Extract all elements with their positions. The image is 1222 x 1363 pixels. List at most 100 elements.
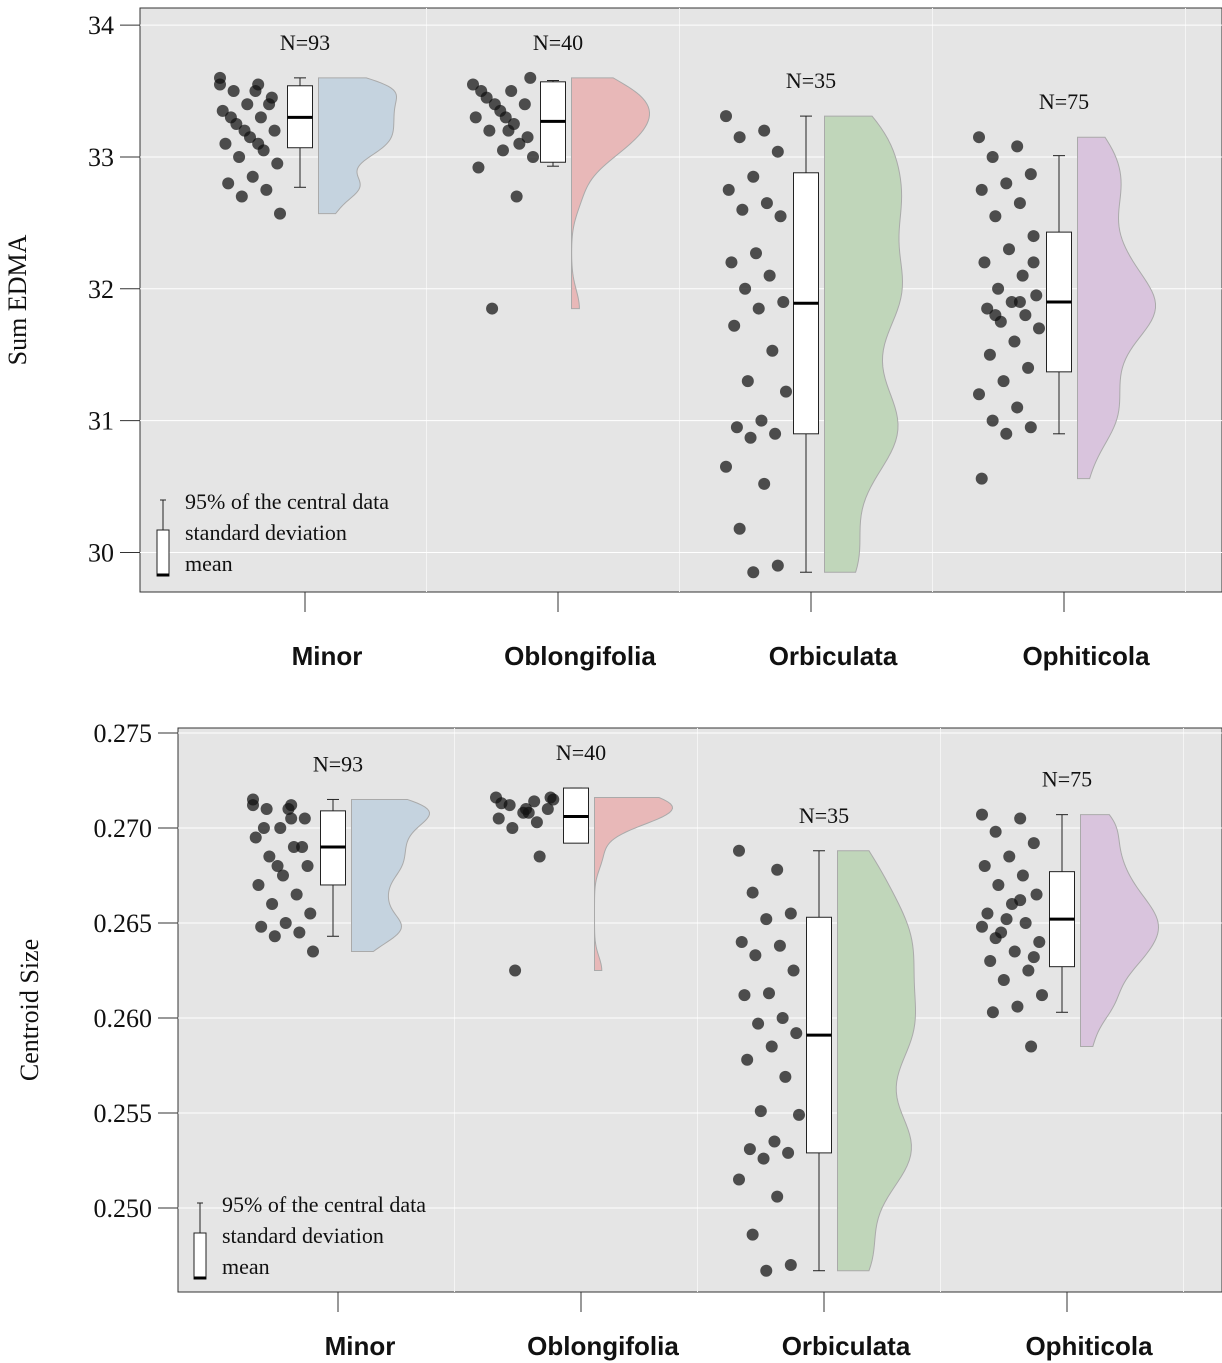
n-label: N=93	[313, 751, 363, 776]
legend-label: mean	[185, 551, 233, 576]
y-axis-label: Sum EDMA	[3, 234, 32, 365]
data-point	[771, 863, 784, 876]
data-point	[263, 98, 276, 111]
data-point	[1022, 361, 1035, 374]
data-point	[505, 85, 518, 98]
density	[594, 797, 674, 971]
data-point	[524, 71, 537, 84]
data-point	[736, 203, 749, 216]
data-point	[776, 1011, 789, 1024]
data-point	[241, 98, 254, 111]
data-point	[224, 111, 237, 124]
data-point	[782, 1146, 795, 1159]
data-point	[787, 964, 800, 977]
data-point	[741, 375, 754, 388]
data-point	[521, 131, 534, 144]
data-point	[238, 124, 251, 137]
data-point	[469, 111, 482, 124]
data-point	[771, 1190, 784, 1203]
data-point	[1027, 230, 1040, 243]
data-point	[266, 897, 279, 910]
data-point	[730, 421, 743, 434]
data-point	[739, 282, 752, 295]
data-point	[486, 302, 499, 315]
data-point	[1033, 322, 1045, 335]
data-point	[233, 150, 246, 163]
data-point	[290, 888, 303, 901]
x-tick-label: Minor	[292, 641, 363, 671]
data-point	[1019, 916, 1032, 929]
data-point	[733, 522, 746, 535]
x-tick-label: Orbiculata	[782, 1331, 911, 1361]
data-point	[467, 78, 479, 91]
data-point	[978, 859, 991, 872]
data-point	[1003, 243, 1015, 256]
data-point	[747, 566, 760, 579]
data-point	[279, 916, 292, 929]
data-point	[997, 973, 1010, 986]
data-point	[222, 177, 235, 190]
density	[837, 850, 917, 1272]
data-point	[760, 1264, 773, 1277]
y-tick-label: 0.270	[94, 814, 153, 843]
data-point	[260, 802, 273, 815]
data-point	[254, 111, 267, 124]
data-point	[725, 256, 738, 269]
data-point	[784, 907, 797, 920]
x-tick-label: Ophiticola	[1022, 641, 1150, 671]
data-point	[992, 878, 1005, 891]
legend-label: 95% of the central data	[185, 489, 389, 514]
data-point	[746, 1228, 759, 1241]
data-point	[296, 840, 309, 853]
data-point	[984, 954, 997, 967]
data-point	[277, 869, 289, 882]
data-point	[1013, 295, 1026, 308]
data-point	[790, 1027, 803, 1040]
data-point	[771, 145, 784, 158]
data-point	[246, 170, 259, 183]
data-point	[1014, 894, 1027, 907]
data-point	[735, 935, 748, 948]
density	[571, 77, 651, 310]
data-point	[754, 1105, 767, 1118]
data-point	[509, 964, 522, 977]
data-point	[1030, 888, 1043, 901]
data-point	[1024, 168, 1037, 181]
data-point	[1011, 140, 1024, 153]
data-point	[975, 472, 988, 485]
data-point	[475, 85, 488, 98]
data-point	[793, 1108, 805, 1121]
density	[1080, 814, 1160, 1047]
data-point	[989, 825, 1002, 838]
data-point	[216, 104, 229, 117]
data-point	[763, 987, 775, 1000]
legend-label: standard deviation	[185, 520, 347, 545]
data-point	[1016, 869, 1029, 882]
y-tick-label: 33	[88, 143, 114, 172]
legend-label: mean	[222, 1254, 270, 1279]
data-point	[986, 150, 999, 163]
y-tick-label: 0.260	[94, 1004, 153, 1033]
data-point	[547, 793, 560, 806]
data-point	[1000, 427, 1013, 440]
data-point	[976, 808, 988, 821]
data-point	[1014, 812, 1027, 825]
data-point	[527, 150, 539, 163]
y-axis-label: Centroid Size	[15, 939, 44, 1081]
data-point	[1000, 177, 1013, 190]
y-tick-label: 30	[88, 538, 114, 567]
data-point	[488, 98, 501, 111]
data-point	[989, 210, 1002, 223]
data-point	[746, 886, 759, 899]
data-point	[743, 1143, 756, 1156]
data-point	[733, 1173, 745, 1186]
data-point	[1027, 837, 1040, 850]
data-point	[483, 124, 496, 137]
density	[824, 115, 904, 573]
data-point	[268, 124, 281, 137]
y-tick-label: 0.250	[94, 1194, 153, 1223]
data-point	[252, 878, 265, 891]
data-point	[249, 85, 262, 98]
data-point	[738, 989, 751, 1002]
data-point	[768, 1135, 781, 1148]
